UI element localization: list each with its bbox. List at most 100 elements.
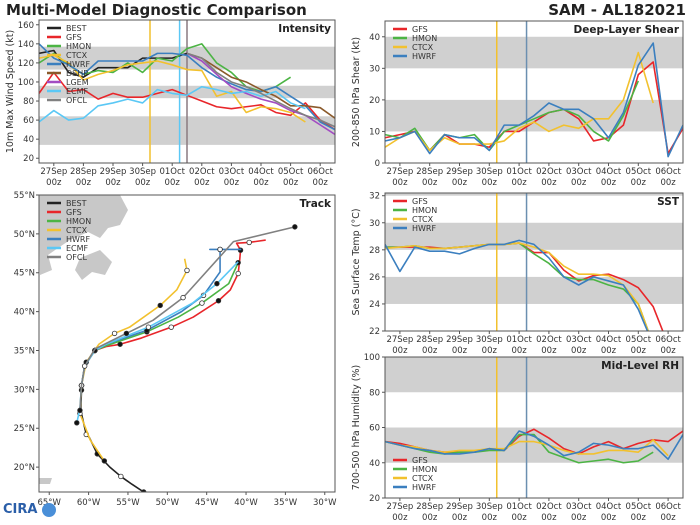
x-tick-label-hour: 00z <box>392 346 408 356</box>
track-point-ofcl <box>81 363 88 369</box>
x-tick-label: 06Oct <box>655 502 681 512</box>
track-point-gfs <box>235 270 241 277</box>
x-tick-label: 28Sep <box>416 167 443 177</box>
x-tick-label: 29Sep <box>446 167 473 177</box>
x-tick-label: 06Oct <box>307 167 333 177</box>
y-tick-label: 80 <box>23 97 34 107</box>
y-tick-label: 50°N <box>14 230 35 240</box>
x-tick-label-hour: 00z <box>601 346 617 356</box>
track-point-best <box>141 489 147 492</box>
track-point-ctcx <box>111 330 118 337</box>
track-frame <box>38 194 336 493</box>
x-tick-label: 40°W <box>234 498 258 508</box>
x-tick-label-hour: 00z <box>253 178 269 188</box>
y-tick-label: 20 <box>369 96 380 106</box>
x-tick-label-hour: 00z <box>511 346 527 356</box>
series-line-ctcx <box>39 54 306 123</box>
series-line-hwrf <box>385 430 683 461</box>
legend-label-gfs: GFS <box>412 197 428 206</box>
legend-label-lgem: LGEM <box>66 78 89 87</box>
x-tick-label-hour: 00z <box>105 178 121 188</box>
legend-label-ofcl: OFCL <box>66 96 87 105</box>
y-tick-label: 30°N <box>14 385 35 395</box>
legend-label-hwrf: HWRF <box>66 60 90 69</box>
x-tick-label-hour: 00z <box>392 513 408 523</box>
y-tick-label: 60 <box>23 116 34 126</box>
x-tick-label: 30Sep <box>476 167 503 177</box>
x-tick-label: 60°W <box>77 498 101 508</box>
logo-globe-icon <box>41 502 56 517</box>
track-point-hwrf <box>217 246 223 253</box>
x-tick-label: 28Sep <box>416 502 443 512</box>
x-tick-label-hour: 00z <box>482 513 498 523</box>
series-line-lgem <box>186 52 335 136</box>
track-point-ofcl <box>292 224 298 230</box>
track-panel: Track65°W60°W55°W50°W45°W40°W35°W30°W20°… <box>14 191 338 508</box>
x-tick-label-hour: 00z <box>452 178 468 188</box>
y-tick-label: 40°N <box>14 308 35 318</box>
x-tick-label: 28Sep <box>70 167 97 177</box>
landmass <box>75 250 112 280</box>
y-tick-label: 55°N <box>14 191 35 201</box>
x-tick-label: 27Sep <box>386 502 413 512</box>
shaded-band <box>385 276 683 304</box>
y-axis-label: 200-850 hPa Shear (kt) <box>351 37 362 147</box>
legend-label-hwrf: HWRF <box>412 224 436 233</box>
x-tick-label-hour: 00z <box>224 178 240 188</box>
landmass <box>39 478 52 484</box>
track-point-hmon <box>199 300 205 306</box>
x-tick-label-hour: 00z <box>392 178 408 188</box>
x-tick-label: 30Sep <box>129 167 156 177</box>
x-tick-label: 29Sep <box>446 335 473 345</box>
x-tick-label: 29Sep <box>446 502 473 512</box>
x-tick-label: 04Oct <box>596 167 622 177</box>
x-tick-label-hour: 00z <box>46 178 62 188</box>
x-tick-label-hour: 00z <box>631 346 647 356</box>
series-line-hwrf <box>39 43 335 131</box>
rh-panel-title: Mid-Level RH <box>601 360 679 372</box>
legend-label-hwrf: HWRF <box>66 235 90 244</box>
track-point-gfs <box>246 239 252 246</box>
track-point-ofcl <box>123 330 130 337</box>
x-tick-label: 27Sep <box>386 167 413 177</box>
y-tick-label: 26 <box>369 273 380 283</box>
cira-logo: CIRA <box>3 502 56 517</box>
rh-plot-area <box>385 357 683 498</box>
sst-panel-title: SST <box>657 196 680 208</box>
legend-label-gfs: GFS <box>412 25 428 34</box>
y-tick-label: 30 <box>369 64 380 74</box>
legend-label-ctcx: CTCX <box>412 43 434 52</box>
y-tick-label: 40 <box>369 33 380 43</box>
x-tick-label-hour: 00z <box>135 178 151 188</box>
y-tick-label: 60 <box>369 424 380 434</box>
x-tick-label-hour: 00z <box>511 178 527 188</box>
y-tick-label: 10 <box>369 127 380 137</box>
y-tick-label: 0 <box>375 159 380 169</box>
x-tick-label: 02Oct <box>189 167 215 177</box>
intensity-panel-title: Intensity <box>278 23 331 35</box>
y-tick-label: 120 <box>18 59 34 69</box>
x-tick-label-hour: 00z <box>313 178 329 188</box>
x-tick-label-hour: 00z <box>422 178 438 188</box>
series-line-ofcl <box>79 226 296 411</box>
x-tick-label: 04Oct <box>596 502 622 512</box>
landmass <box>39 195 128 275</box>
x-tick-label-hour: 00z <box>571 346 587 356</box>
series-line-hwrf <box>385 42 683 158</box>
track-point-best <box>118 473 124 480</box>
legend-label-hwrf: HWRF <box>412 483 436 492</box>
rh-panel: Mid-Level RH27Sep00z28Sep00z29Sep00z30Se… <box>351 353 684 523</box>
x-tick-label: 01Oct <box>506 335 532 345</box>
x-tick-label: 50°W <box>156 498 180 508</box>
y-tick-label: 140 <box>18 40 34 50</box>
legend-label-ctcx: CTCX <box>412 474 434 483</box>
legend-label-gfs: GFS <box>66 208 82 217</box>
x-tick-label: 04Oct <box>596 335 622 345</box>
y-tick-label: 45°N <box>14 269 35 279</box>
track-point-ecmf <box>74 420 80 426</box>
x-tick-label: 05Oct <box>626 335 652 345</box>
shaded-band <box>385 193 683 196</box>
x-tick-label-hour: 00z <box>511 513 527 523</box>
x-tick-label: 30°W <box>313 498 337 508</box>
